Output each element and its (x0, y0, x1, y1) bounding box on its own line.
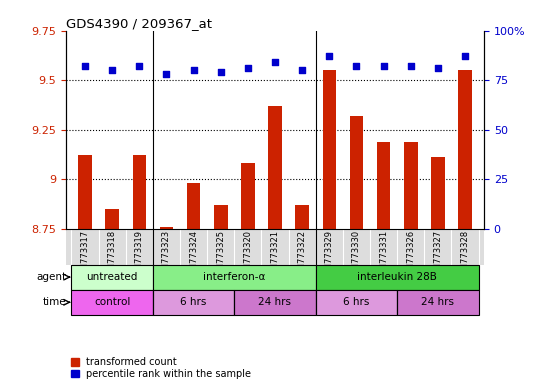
Bar (431, 157, 444, 228)
Text: GDS4390 / 209367_at: GDS4390 / 209367_at (66, 17, 212, 30)
Bar (241, 163, 255, 228)
Point (81, 63, 90, 70)
Bar (72, 265, 153, 290)
Bar (160, 227, 173, 228)
Text: 24 hrs: 24 hrs (421, 297, 454, 307)
Point (189, 67, 198, 73)
Point (325, 53, 334, 60)
Bar (72, 290, 153, 315)
Text: 6 hrs: 6 hrs (180, 297, 207, 307)
Text: GSM773318: GSM773318 (108, 230, 117, 281)
Text: interferon-α: interferon-α (203, 272, 266, 282)
Bar (377, 142, 390, 228)
Text: GSM773331: GSM773331 (379, 230, 388, 281)
Text: control: control (94, 297, 130, 307)
Point (108, 67, 117, 73)
Text: time: time (43, 297, 67, 307)
Text: GSM773324: GSM773324 (189, 230, 198, 281)
Bar (404, 142, 417, 228)
Text: GSM773329: GSM773329 (325, 230, 334, 281)
Point (379, 63, 388, 70)
Text: GSM773326: GSM773326 (406, 230, 415, 281)
Bar (316, 290, 397, 315)
Text: agent: agent (36, 272, 67, 282)
Bar (214, 205, 228, 228)
Text: GSM773327: GSM773327 (433, 230, 442, 281)
Bar (234, 290, 316, 315)
Text: GSM773321: GSM773321 (271, 230, 279, 281)
Bar (78, 156, 92, 228)
Point (244, 65, 252, 71)
Bar (350, 116, 363, 228)
Text: GSM773320: GSM773320 (243, 230, 252, 281)
Text: GSM773322: GSM773322 (298, 230, 307, 281)
Bar (458, 70, 472, 228)
Bar (106, 209, 119, 228)
Text: interleukin 28B: interleukin 28B (357, 272, 437, 282)
Text: GSM773328: GSM773328 (460, 230, 470, 281)
Bar (187, 183, 200, 228)
Text: GSM773317: GSM773317 (80, 230, 90, 281)
Bar (316, 265, 478, 290)
Point (216, 69, 225, 75)
Text: untreated: untreated (86, 272, 138, 282)
Bar (397, 290, 478, 315)
Point (162, 71, 171, 77)
Text: GSM773325: GSM773325 (216, 230, 225, 281)
Point (298, 67, 306, 73)
Point (271, 59, 279, 65)
Point (433, 65, 442, 71)
Point (135, 63, 144, 70)
Legend: transformed count, percentile rank within the sample: transformed count, percentile rank withi… (71, 357, 251, 379)
Text: 6 hrs: 6 hrs (343, 297, 370, 307)
Text: GSM773323: GSM773323 (162, 230, 171, 281)
Text: GSM773330: GSM773330 (352, 230, 361, 281)
Bar (153, 290, 234, 315)
Bar (295, 205, 309, 228)
Bar (322, 70, 336, 228)
Point (406, 63, 415, 70)
Bar (268, 106, 282, 228)
Bar (153, 265, 316, 290)
Point (352, 63, 361, 70)
Text: GSM773319: GSM773319 (135, 230, 144, 281)
Bar (133, 156, 146, 228)
Point (460, 53, 469, 60)
Text: 24 hrs: 24 hrs (258, 297, 292, 307)
